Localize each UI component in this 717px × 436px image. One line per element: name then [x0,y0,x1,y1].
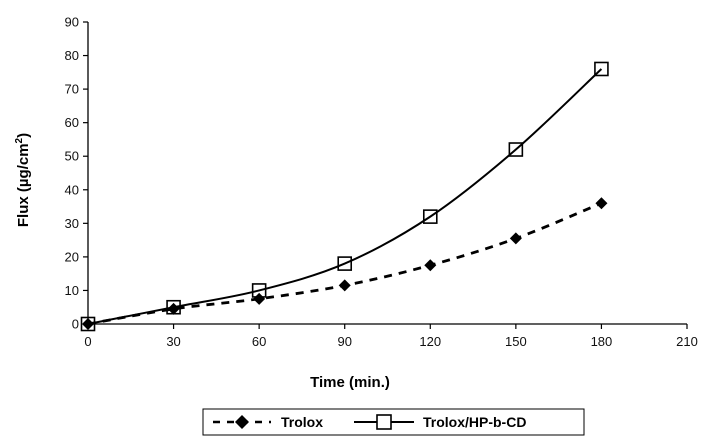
data-point [337,256,353,271]
y-tick-label: 10 [65,283,79,298]
y-axis-title: Flux (µg/cm2) [14,133,32,227]
y-axis-title-end: ) [15,133,32,138]
y-tick-label: 20 [65,249,79,264]
data-point [594,61,609,77]
series-line-trolox-hp-b-cd [87,68,603,325]
x-axis-title: Time (min.) [310,374,390,391]
legend-label-trolox: Trolox [281,414,323,430]
y-ticks: 0 10 20 30 40 50 60 70 80 90 [65,15,88,332]
y-tick-label: 80 [65,48,79,63]
legend-label-trolox-hp-b-cd: Trolox/HP-b-CD [423,414,526,430]
data-point [80,316,96,332]
axes [87,22,687,325]
x-tick-label: 30 [166,334,180,349]
x-tick-label: 60 [252,334,266,349]
series-trolox-hp-b-cd [80,61,609,332]
legend: Trolox Trolox/HP-b-CD [202,408,585,436]
x-tick-label: 90 [337,334,351,349]
data-point [251,283,267,298]
y-tick-label: 50 [65,149,79,164]
data-point [422,209,438,224]
data-point [509,232,522,245]
data-point [338,279,351,292]
y-axis-title-main: Flux (µg/cm [15,143,32,227]
y-tick-label: 90 [65,15,79,30]
x-tick-label: 180 [591,334,613,349]
y-axis-title-superscript: 2 [14,137,25,143]
data-point [595,197,608,210]
series-layer [80,61,609,332]
x-tick-label: 0 [84,334,91,349]
data-point [424,259,437,272]
y-tick-label: 0 [72,317,79,332]
x-ticks: 0 30 60 90 120 150 180 210 [84,324,698,349]
legend-marker-trolox-hp-b-cd [376,414,392,430]
data-point [253,292,266,305]
legend-marker-trolox [235,415,249,429]
y-tick-label: 60 [65,115,79,130]
x-tick-label: 150 [505,334,527,349]
data-point [508,142,524,157]
y-tick-label: 70 [65,82,79,97]
x-tick-label: 120 [419,334,441,349]
y-tick-label: 40 [65,182,79,197]
series-trolox [82,197,608,330]
x-tick-label: 210 [676,334,698,349]
y-tick-label: 30 [65,216,79,231]
data-point [166,299,181,315]
